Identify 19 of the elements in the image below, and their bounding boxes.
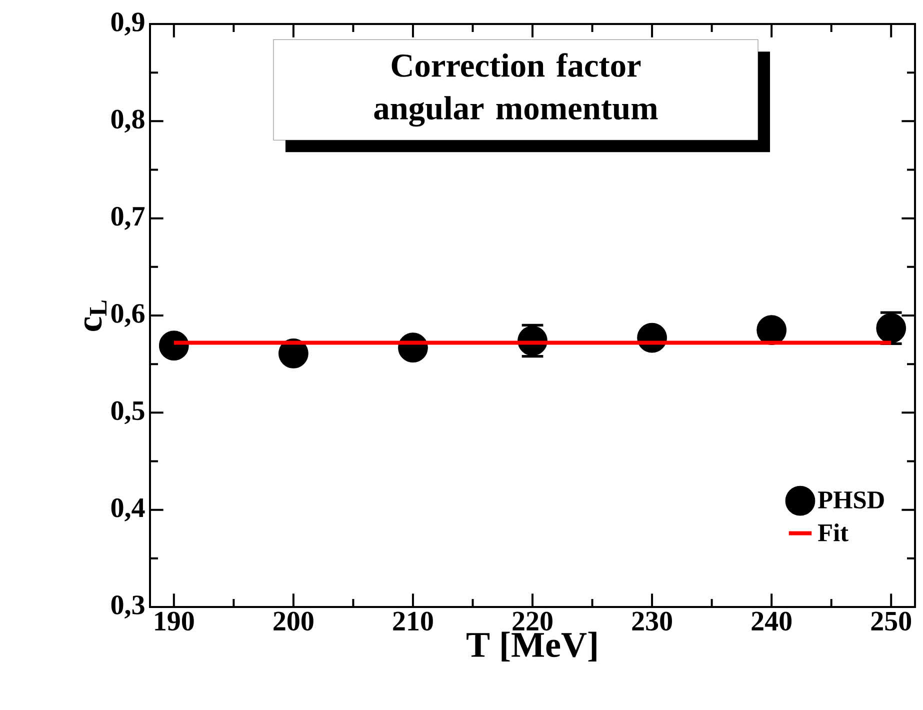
x-axis-title: T [MeV] [466,632,596,662]
x-tick-label: 190 [155,612,194,631]
legend-label: Fit [818,524,848,542]
y-tick-label: 0,4 [111,498,145,522]
y-tick-label: 0,9 [111,12,144,36]
y-tick-label: 0,6 [111,304,144,327]
x-tick-label: 250 [871,612,912,631]
x-tick-label: 220 [512,612,552,631]
x-tick-label: 230 [632,612,672,631]
y-axis-title: c$_{L}$ [84,300,106,331]
y-tick-label: 0,3 [111,596,144,618]
x-tick-label: 210 [393,612,433,631]
x-tick-label: 200 [274,612,314,631]
x-tick-label: 240 [752,612,792,631]
y-tick-label: 0,5 [111,401,144,424]
legend-label: PHSD [818,491,884,508]
y-tick-label: 0,7 [111,206,145,230]
text: Correction factor angular momentum [374,53,658,127]
y-tick-label: 0,8 [111,110,144,133]
